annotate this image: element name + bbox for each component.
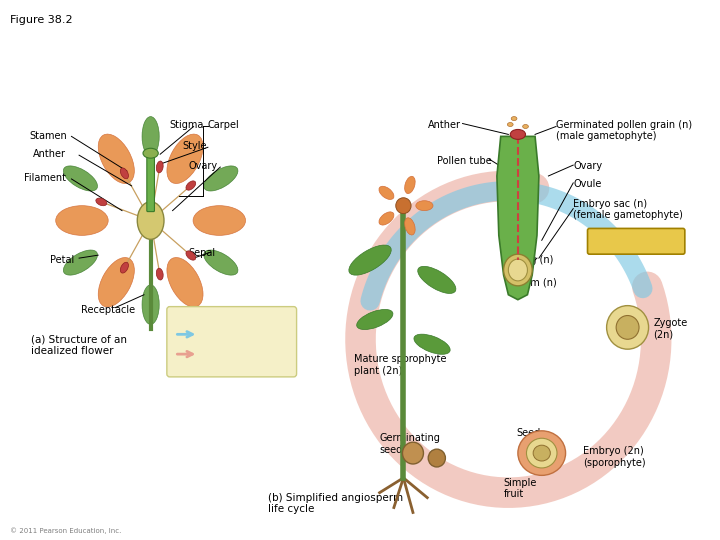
Text: Pollen tube: Pollen tube [437, 156, 492, 166]
Ellipse shape [204, 250, 238, 275]
Text: (b) Simplified angiosperm
life cycle: (b) Simplified angiosperm life cycle [268, 492, 403, 514]
Ellipse shape [167, 134, 203, 184]
Text: Embryo sac (n)
(female gametophyte): Embryo sac (n) (female gametophyte) [573, 199, 683, 220]
Ellipse shape [379, 212, 394, 225]
Ellipse shape [204, 166, 238, 191]
Ellipse shape [518, 431, 566, 475]
Ellipse shape [55, 206, 108, 235]
Text: Sepal: Sepal [189, 248, 216, 258]
Ellipse shape [348, 245, 391, 275]
Ellipse shape [533, 445, 550, 461]
Text: Ovule: Ovule [573, 179, 602, 189]
Text: Germinated pollen grain (n)
(male gametophyte): Germinated pollen grain (n) (male gameto… [556, 119, 692, 141]
FancyArrowPatch shape [177, 352, 192, 357]
Circle shape [607, 306, 649, 349]
FancyArrowPatch shape [177, 332, 192, 337]
Text: Anther: Anther [428, 119, 461, 130]
Ellipse shape [508, 259, 528, 281]
Ellipse shape [414, 334, 450, 354]
Text: Ovary: Ovary [573, 161, 603, 171]
Text: Stigma: Stigma [170, 119, 204, 130]
Text: Receptacle: Receptacle [81, 305, 135, 315]
Ellipse shape [63, 166, 97, 191]
Text: Haploid (n): Haploid (n) [201, 330, 256, 340]
Ellipse shape [526, 438, 557, 468]
Text: Key: Key [220, 314, 243, 325]
Circle shape [616, 315, 639, 339]
Ellipse shape [402, 442, 423, 464]
Ellipse shape [405, 218, 415, 235]
Ellipse shape [98, 258, 135, 307]
Ellipse shape [405, 177, 415, 193]
Ellipse shape [510, 130, 526, 139]
Ellipse shape [511, 117, 517, 120]
Polygon shape [497, 137, 539, 300]
Text: Diploid (2n): Diploid (2n) [201, 350, 258, 360]
Text: Figure 38.2: Figure 38.2 [10, 15, 73, 25]
Text: Carpel: Carpel [208, 119, 240, 130]
Ellipse shape [428, 449, 446, 467]
Text: © 2011 Pearson Education, Inc.: © 2011 Pearson Education, Inc. [10, 528, 122, 534]
Text: Zygote
(2n): Zygote (2n) [653, 318, 688, 339]
Ellipse shape [523, 125, 528, 129]
Ellipse shape [138, 202, 164, 239]
Text: Egg (n): Egg (n) [518, 255, 553, 265]
Ellipse shape [142, 117, 159, 156]
Ellipse shape [379, 186, 394, 199]
Text: Seed: Seed [516, 428, 540, 438]
Text: Style: Style [182, 141, 207, 151]
Text: Germinating
seed: Germinating seed [379, 433, 441, 455]
Ellipse shape [416, 201, 433, 211]
Ellipse shape [96, 198, 107, 206]
Text: (a) Structure of an
idealized flower: (a) Structure of an idealized flower [32, 334, 127, 356]
Text: Stamen: Stamen [30, 131, 67, 141]
Ellipse shape [98, 134, 135, 184]
Text: Embryo (2n)
(sporophyte): Embryo (2n) (sporophyte) [582, 446, 645, 468]
Circle shape [396, 198, 411, 214]
Ellipse shape [193, 206, 246, 235]
FancyBboxPatch shape [167, 307, 297, 377]
Text: Simple
fruit: Simple fruit [503, 478, 537, 500]
FancyBboxPatch shape [588, 228, 685, 254]
Ellipse shape [143, 148, 158, 158]
Ellipse shape [156, 161, 163, 173]
Text: Seed: Seed [529, 446, 554, 456]
Ellipse shape [167, 258, 203, 307]
FancyBboxPatch shape [147, 155, 155, 212]
Ellipse shape [356, 309, 393, 329]
Text: FERTILIZATION: FERTILIZATION [590, 232, 683, 242]
Ellipse shape [156, 268, 163, 280]
Ellipse shape [186, 181, 196, 190]
Text: Ovary: Ovary [189, 161, 218, 171]
Ellipse shape [186, 251, 196, 260]
Text: Mature sporophyte
plant (2n): Mature sporophyte plant (2n) [354, 354, 446, 376]
Text: Petal: Petal [50, 255, 75, 265]
Ellipse shape [503, 254, 532, 286]
Ellipse shape [418, 266, 456, 293]
Text: Sperm (n): Sperm (n) [508, 278, 557, 288]
Text: Anther: Anther [33, 149, 66, 159]
Ellipse shape [142, 285, 159, 325]
Ellipse shape [120, 168, 128, 179]
Ellipse shape [120, 262, 128, 273]
Ellipse shape [508, 123, 513, 126]
Ellipse shape [63, 250, 97, 275]
Text: Filament: Filament [24, 173, 66, 183]
